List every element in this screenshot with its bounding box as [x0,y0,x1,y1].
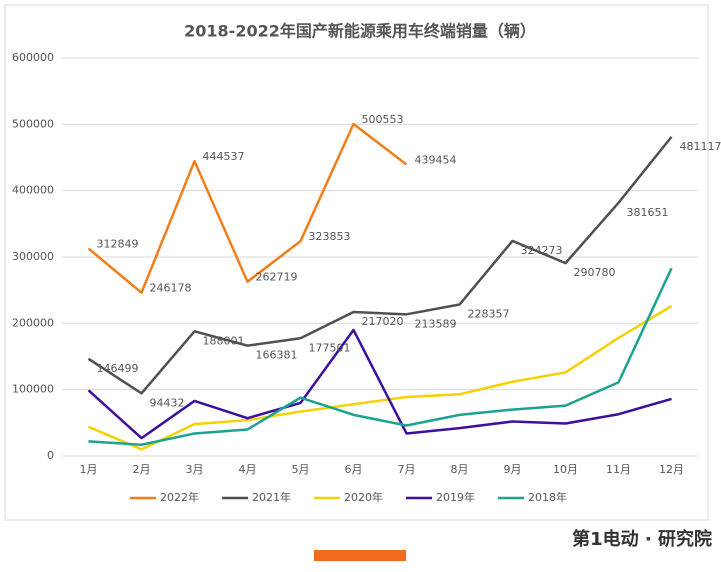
y-tick-label: 500000 [12,117,54,130]
series-line [89,137,672,394]
legend-label: 2020年 [344,490,383,504]
x-tick-label: 6月 [345,463,363,476]
data-label: 439454 [415,153,457,166]
data-label: 146499 [97,362,139,375]
x-tick-label: 11月 [606,463,631,476]
data-label: 188001 [203,334,245,347]
data-label: 166381 [256,349,298,362]
x-tick-label: 9月 [504,463,522,476]
brand: 第1电动 · 研究院 [572,528,712,550]
data-label: 246178 [150,282,192,295]
footer-bar [314,550,406,561]
data-label: 262719 [256,271,298,284]
y-tick-label: 300000 [12,250,54,263]
x-tick-label: 1月 [80,463,98,476]
x-tick-label: 2月 [133,463,151,476]
y-tick-label: 400000 [12,184,54,197]
y-tick-label: 100000 [12,383,54,396]
data-label: 177501 [309,341,351,354]
x-tick-label: 4月 [239,463,257,476]
legend-label: 2018年 [528,490,567,504]
data-label: 481117 [680,140,721,153]
series-line [89,330,672,438]
series-line [89,124,407,293]
data-label: 213589 [415,317,457,330]
x-tick-label: 12月 [659,463,684,476]
y-tick-label: 200000 [12,316,54,329]
legend-label: 2019年 [436,490,475,504]
data-label: 94432 [150,396,185,409]
x-tick-label: 10月 [553,463,578,476]
data-label: 290780 [574,266,616,279]
y-tick-label: 600000 [12,51,54,64]
data-label: 228357 [468,308,510,321]
data-label: 217020 [362,315,404,328]
data-label: 323853 [309,230,351,243]
data-label: 381651 [627,206,669,219]
data-label: 312849 [97,237,139,250]
x-tick-label: 8月 [451,463,469,476]
data-label: 500553 [362,113,404,126]
x-tick-label: 3月 [186,463,204,476]
chart-title: 2018-2022年国产新能源乘用车终端销量（辆） [184,22,536,41]
data-label: 324273 [521,244,563,257]
legend-label: 2021年 [252,490,291,504]
legend-label: 2022年 [160,490,199,504]
data-label: 444537 [203,150,245,163]
x-tick-label: 7月 [398,463,416,476]
series-line [89,268,672,444]
y-tick-label: 0 [47,449,54,462]
x-tick-label: 5月 [292,463,310,476]
